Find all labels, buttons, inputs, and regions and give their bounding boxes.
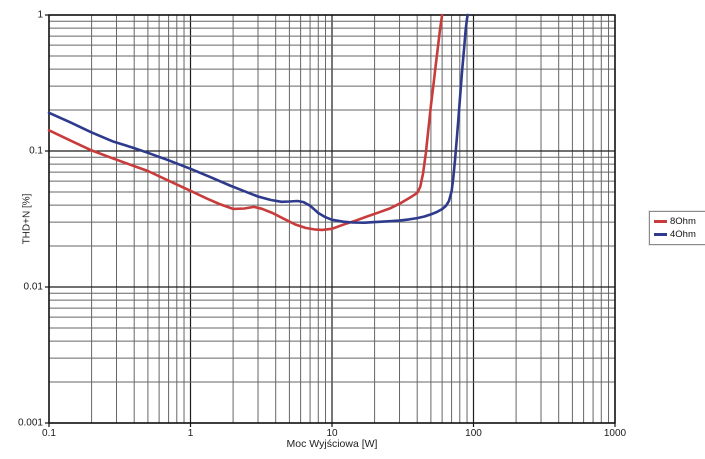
x-tick-label: 1000 (603, 428, 627, 439)
x-axis-title: Moc Wyjściowa [W] (286, 438, 378, 450)
x-tick-label: 10 (326, 428, 338, 439)
x-tick-label: 1 (187, 428, 194, 439)
curve-8ohm (47, 13, 444, 232)
x-tick-label: 0.1 (42, 428, 56, 439)
x-tick-label: 100 (465, 428, 482, 439)
y-tick-label: 1 (37, 9, 43, 21)
legend-swatch-8ohm (654, 220, 667, 223)
legend-item-4ohm: 4Ohm (654, 228, 702, 241)
legend-label-4ohm: 4Ohm (670, 229, 696, 240)
y-tick-label: 0.01 (23, 281, 43, 293)
legend-label-8ohm: 8Ohm (670, 216, 696, 227)
y-axis-title: THD+N [%] (21, 193, 33, 245)
legend: 8Ohm 4Ohm (649, 211, 705, 245)
curve-4ohm (47, 13, 470, 224)
legend-swatch-4ohm (654, 233, 667, 236)
y-tick-label: 0.1 (29, 145, 43, 157)
legend-item-8ohm: 8Ohm (654, 215, 702, 228)
y-tick-label: 0.001 (17, 417, 43, 429)
